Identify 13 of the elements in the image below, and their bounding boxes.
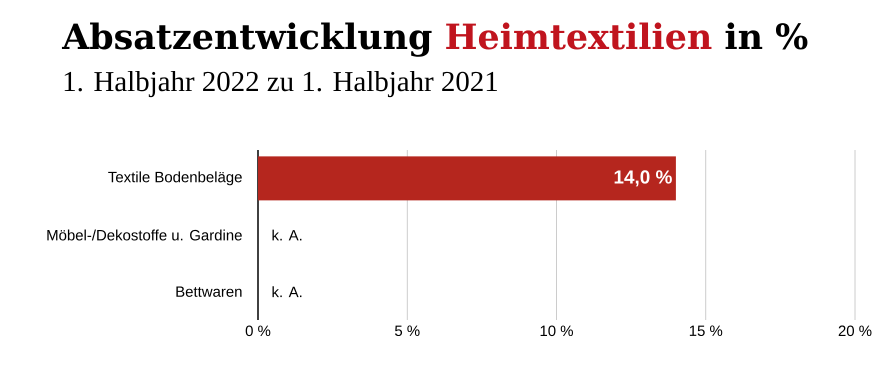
chart-title: Absatzentwicklung Heimtextilien in % xyxy=(62,22,808,57)
y-tick-label: Textile Bodenbeläge xyxy=(108,171,242,186)
y-tick-label: Möbel-/Dekostoffe u. Gardine xyxy=(47,230,242,240)
chart-subtitle: 1. Halbjahr 2022 zu 1. Halbjahr 2021 xyxy=(64,70,497,98)
text: k. A. xyxy=(272,230,302,240)
x-tick-label: 15 % xyxy=(690,326,722,336)
x-tick-label: 10 % xyxy=(540,326,573,336)
data-label: 14,0 % xyxy=(614,170,672,186)
text: k. A. xyxy=(272,286,302,298)
y-tick-label: Bettwaren xyxy=(176,286,242,297)
x-tick-label: 20 % xyxy=(838,326,872,336)
x-tick-label: 5 % xyxy=(394,326,420,336)
x-tick-label: 0 % xyxy=(246,326,270,336)
